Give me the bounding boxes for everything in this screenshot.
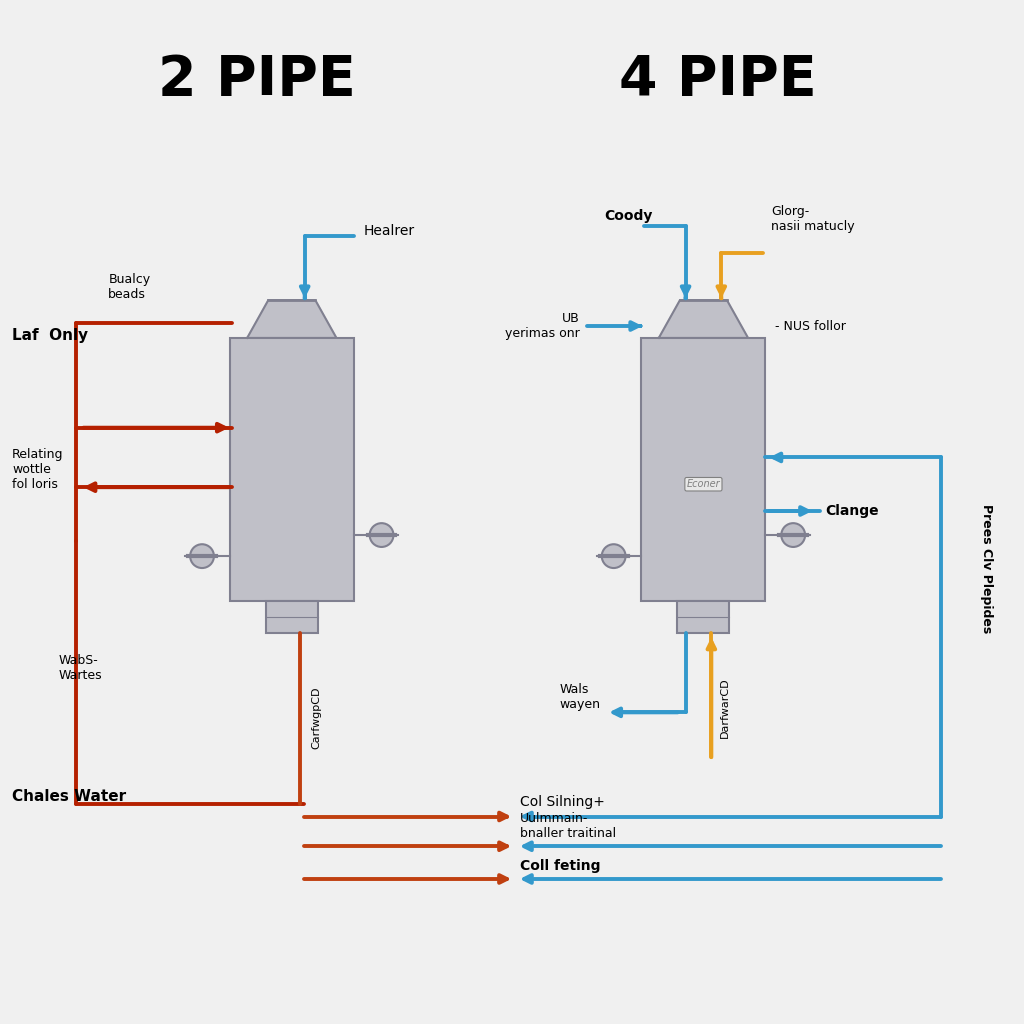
Text: Coll feting: Coll feting bbox=[520, 859, 600, 873]
FancyBboxPatch shape bbox=[266, 601, 317, 633]
Text: Prees Clv Plepides: Prees Clv Plepides bbox=[980, 504, 992, 633]
Text: Econer: Econer bbox=[687, 479, 720, 489]
Text: 2 PIPE: 2 PIPE bbox=[158, 53, 356, 106]
Polygon shape bbox=[658, 300, 749, 338]
Circle shape bbox=[190, 544, 214, 568]
Text: WabS-
Wartes: WabS- Wartes bbox=[58, 653, 102, 682]
Circle shape bbox=[370, 523, 393, 547]
Circle shape bbox=[602, 544, 626, 568]
Text: UB
yerimas onr: UB yerimas onr bbox=[505, 312, 580, 340]
Text: Healrer: Healrer bbox=[364, 224, 415, 238]
FancyBboxPatch shape bbox=[641, 338, 765, 601]
Text: - NUS follor: - NUS follor bbox=[775, 319, 846, 333]
Text: Clange: Clange bbox=[825, 504, 879, 518]
Text: Wals
wayen: Wals wayen bbox=[559, 683, 601, 712]
Text: Coody: Coody bbox=[604, 209, 652, 223]
Text: Glorg-
nasii matucly: Glorg- nasii matucly bbox=[771, 205, 854, 232]
Text: Relating
wottle
fol loris: Relating wottle fol loris bbox=[12, 447, 63, 490]
Circle shape bbox=[781, 523, 805, 547]
Text: DarfwarCD: DarfwarCD bbox=[720, 677, 730, 737]
Text: Bualcy
beads: Bualcy beads bbox=[109, 273, 151, 301]
Text: 4 PIPE: 4 PIPE bbox=[620, 53, 817, 106]
Text: Laf  Only: Laf Only bbox=[12, 328, 88, 343]
Polygon shape bbox=[247, 300, 337, 338]
FancyBboxPatch shape bbox=[229, 338, 354, 601]
Text: CarfwgpCD: CarfwgpCD bbox=[311, 686, 322, 749]
Text: Col Silning+: Col Silning+ bbox=[520, 795, 605, 809]
FancyBboxPatch shape bbox=[678, 601, 729, 633]
Text: Chales Water: Chales Water bbox=[12, 790, 126, 804]
Text: Uulmmain-
bnaller traitinal: Uulmmain- bnaller traitinal bbox=[520, 812, 616, 841]
